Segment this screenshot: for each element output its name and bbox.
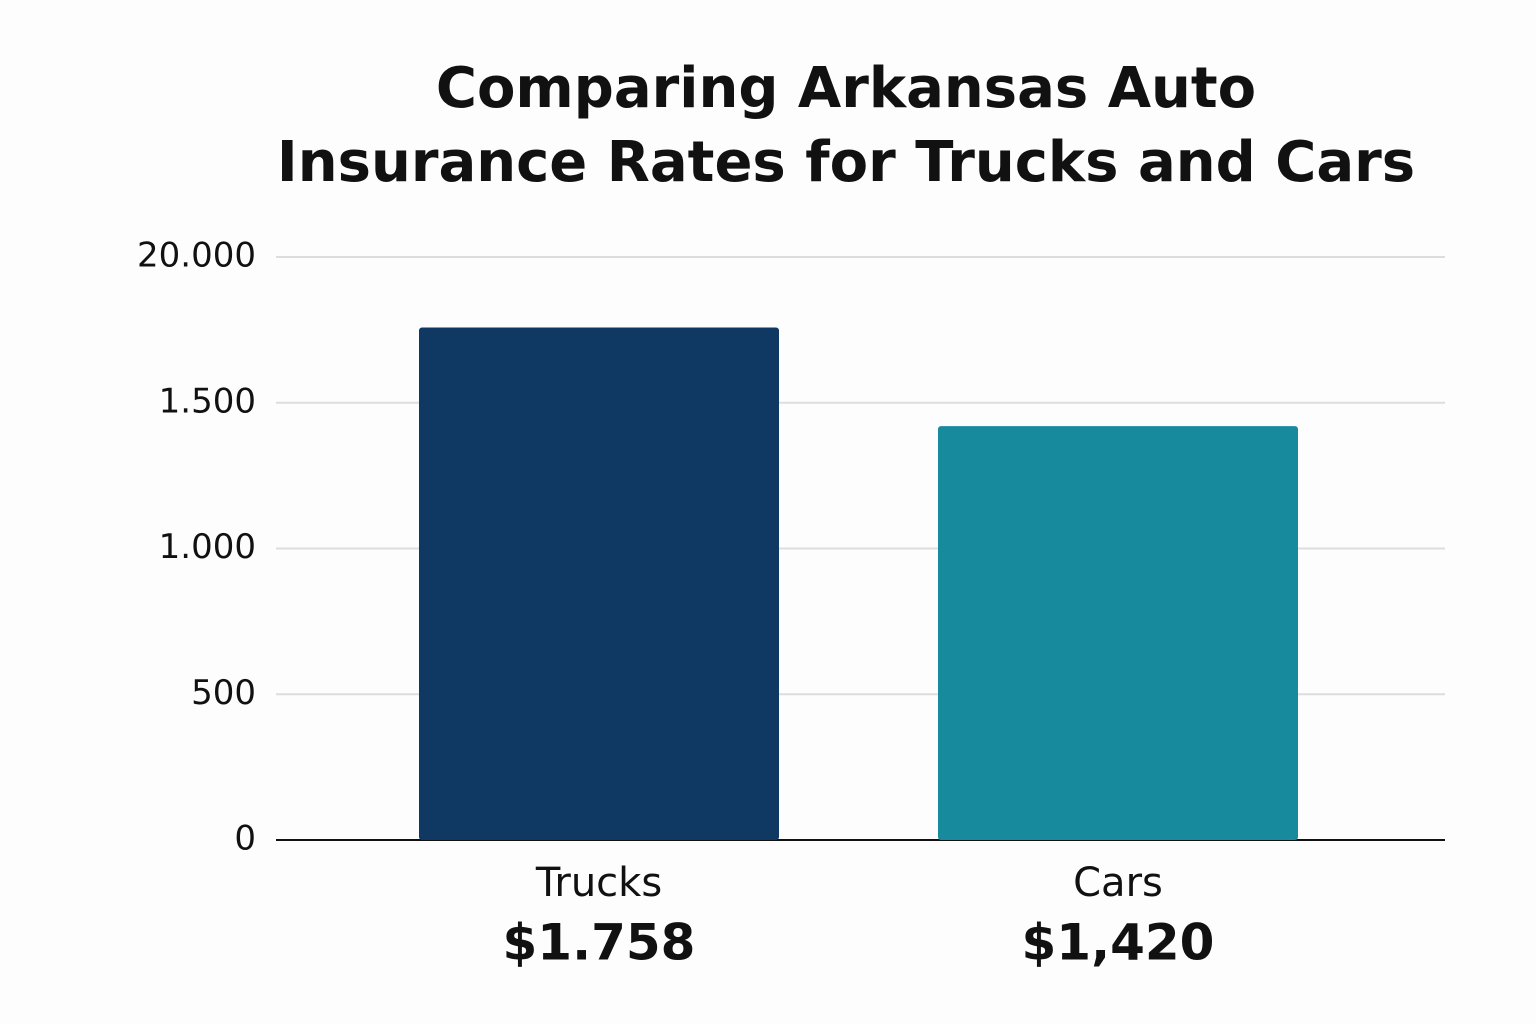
y-tick-label: 500 [191, 673, 256, 713]
chart-title: Comparing Arkansas Auto Insurance Rates … [276, 56, 1416, 195]
y-tick-label: 1.500 [159, 381, 256, 421]
x-tick-label: Trucks [535, 860, 662, 906]
bar [938, 426, 1298, 840]
value-label: $1,420 [1022, 914, 1215, 972]
y-tick-label: 20.000 [137, 236, 256, 276]
x-tick-label: Cars [1073, 860, 1163, 906]
bar [419, 327, 779, 841]
y-tick-label: 1.000 [159, 527, 256, 567]
y-tick-label: 0 [234, 819, 256, 859]
value-label: $1.758 [503, 914, 696, 972]
